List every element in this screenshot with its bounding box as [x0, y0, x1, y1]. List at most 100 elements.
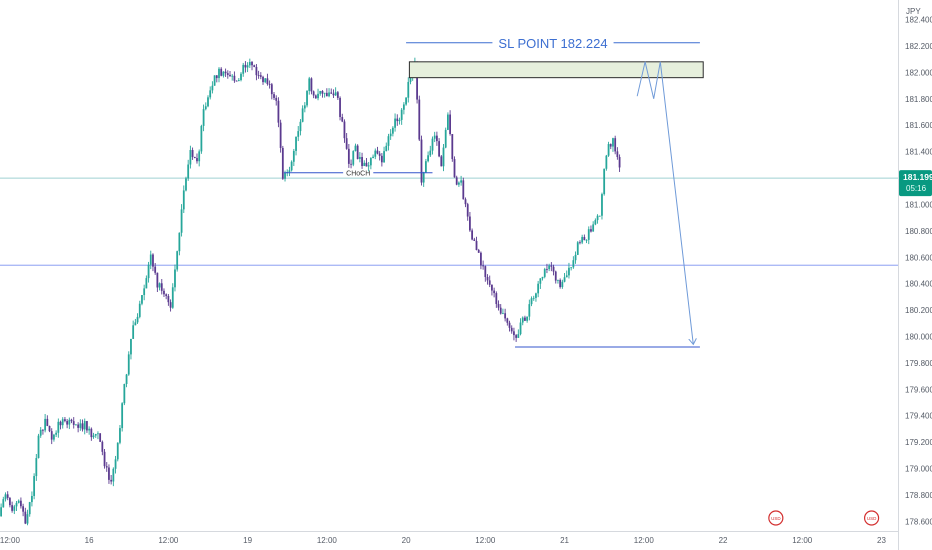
price-axis[interactable]: 182.400 182.200 182.000 181.800 181.600 181.4… [905, 16, 932, 527]
candle [345, 132, 348, 150]
candle-body [616, 151, 619, 157]
candle [103, 448, 106, 469]
candle [94, 433, 97, 438]
candle [301, 105, 304, 123]
candle-body [187, 164, 190, 179]
candle [440, 154, 443, 167]
candle [24, 507, 27, 525]
candle-body [165, 294, 168, 297]
candle-body [466, 204, 469, 217]
candle-body [114, 459, 117, 469]
candle [295, 136, 297, 156]
candle-body [119, 428, 121, 443]
candle [356, 144, 359, 160]
candle [453, 156, 456, 178]
time-axis[interactable]: 12:00 16 12:00 19 12:00 20 12:00 21 12:00 22 12:00… [0, 536, 886, 545]
candle-body [356, 145, 359, 159]
candle-body [213, 75, 216, 86]
candle [178, 232, 181, 256]
candle-body [94, 433, 97, 436]
candle [44, 413, 47, 433]
candle [565, 270, 568, 278]
event-marker-icon[interactable]: USD [863, 510, 880, 526]
candle-body [207, 97, 209, 107]
candle-body [506, 318, 509, 323]
candle [590, 225, 592, 233]
last-price-value: 181.199 [903, 172, 932, 182]
candle-body [367, 165, 370, 167]
candle-body [215, 75, 218, 79]
candle-body [112, 468, 115, 482]
candle [171, 283, 174, 309]
event-marker-label: USD [771, 516, 781, 521]
candle-body [189, 150, 192, 165]
candle [319, 90, 322, 96]
candle [33, 473, 36, 500]
candle-body [446, 114, 449, 130]
candle-body [24, 511, 27, 524]
candle-body [57, 421, 60, 433]
candle-body [460, 180, 463, 183]
candle-body [559, 279, 562, 288]
candle-body [314, 95, 317, 99]
y-tick-label: 179.800 [905, 359, 932, 368]
x-tick-label: 16 [85, 536, 94, 545]
candle [548, 263, 551, 272]
candle-body [598, 215, 601, 217]
candle-body [149, 254, 152, 265]
candle-body [409, 76, 412, 82]
candle-body [416, 62, 418, 100]
candle [585, 239, 588, 244]
candle [314, 94, 317, 99]
candle-body [147, 264, 150, 279]
candle [499, 304, 502, 315]
candle [297, 126, 300, 142]
candle-body [273, 94, 275, 98]
candle [160, 278, 163, 295]
event-marker-icon[interactable]: USD [768, 510, 784, 526]
candle-body [521, 317, 524, 323]
candle-body [226, 73, 229, 75]
candle [48, 425, 51, 433]
candle [330, 88, 333, 94]
candle [568, 262, 570, 279]
candle [220, 67, 223, 77]
y-tick-label: 181.600 [905, 121, 932, 130]
overlay-layer: SL POINT 182.224 CHoCH USD USD [283, 36, 880, 526]
candle-body [429, 150, 432, 156]
candle-body [332, 93, 335, 96]
candle-body [132, 325, 135, 339]
candle [292, 148, 295, 167]
candle [561, 279, 564, 289]
candle-body [136, 316, 139, 323]
candle-body [363, 162, 366, 167]
projection-path-arrow [636, 61, 693, 345]
candle [378, 151, 381, 161]
candle [281, 145, 284, 180]
candle [134, 318, 137, 326]
candle [242, 62, 245, 77]
candle [9, 496, 11, 508]
candle [391, 126, 394, 137]
candle [328, 88, 330, 98]
candle-body [513, 331, 515, 336]
candle-body [303, 105, 306, 109]
candle-body [72, 421, 75, 425]
candle [420, 135, 423, 186]
candle-body [572, 260, 575, 268]
candle-body [396, 118, 399, 122]
candle-body [484, 266, 487, 278]
candle [158, 282, 161, 291]
candle-body [535, 293, 537, 298]
candle-body [576, 242, 579, 255]
candle [334, 87, 337, 96]
candle-body [116, 442, 119, 460]
candle-body [550, 265, 553, 267]
candle [358, 152, 361, 163]
y-tick-label: 181.800 [905, 95, 932, 104]
candle-body [323, 92, 326, 94]
candle [317, 88, 319, 101]
candle [387, 133, 390, 151]
candle-body [182, 190, 185, 210]
